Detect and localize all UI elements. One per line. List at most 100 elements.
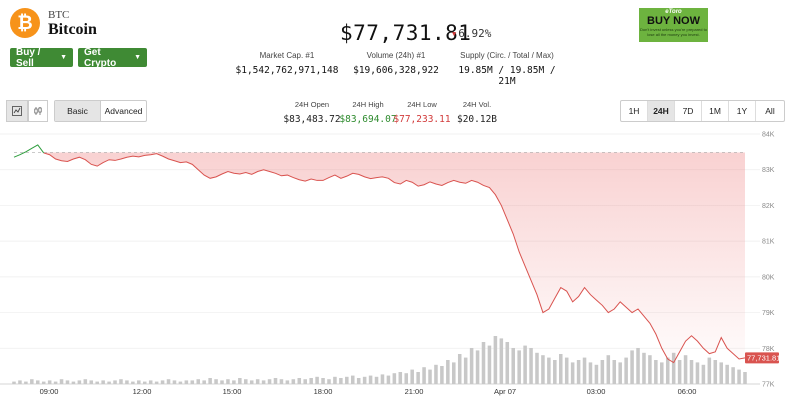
volume-bar xyxy=(208,378,212,384)
volume-bar xyxy=(725,364,729,384)
volume-bar xyxy=(30,379,34,384)
volume-bar xyxy=(71,381,76,384)
supply-value: 19.85M / 19.85M / 21M xyxy=(458,65,556,87)
chevron-down-icon: ▼ xyxy=(60,54,67,61)
volume-bar xyxy=(606,355,611,384)
volume-bar xyxy=(36,380,40,384)
volume-bar xyxy=(285,380,290,384)
volume-bar xyxy=(493,336,498,384)
get-crypto-button[interactable]: Get Crypto ▼ xyxy=(78,46,147,69)
price-chart[interactable]: 84K 83K 82K 81K 80K 79K 78K 77K 09:00 12:00 15:00… xyxy=(0,126,800,405)
volume-bar xyxy=(386,375,391,384)
volume-bar xyxy=(410,369,414,384)
basic-view-button[interactable]: Basic xyxy=(55,101,100,121)
volume-bar xyxy=(689,360,694,384)
volume-bar xyxy=(333,376,337,384)
ad-banner[interactable]: eToro BUY NOW Don't invest unless you're… xyxy=(639,8,708,42)
volume-bar xyxy=(481,342,486,384)
volume-bar xyxy=(380,374,385,384)
volume-bar xyxy=(309,378,313,384)
supply-label: Supply (Circ. / Total / Max) xyxy=(460,51,554,60)
line-chart-toggle[interactable] xyxy=(6,100,28,122)
volume-bar xyxy=(671,352,676,384)
volume-bar xyxy=(719,362,723,384)
buy-sell-button[interactable]: Buy / Sell ▼ xyxy=(10,47,73,69)
volume-bar xyxy=(446,360,450,384)
volume-bar xyxy=(65,380,70,384)
range-7d[interactable]: 7D xyxy=(675,101,702,121)
volume-bar xyxy=(107,381,111,384)
volume-bar xyxy=(612,360,617,384)
volume-bar xyxy=(154,381,159,384)
volume-bar xyxy=(624,357,628,384)
advanced-view-button[interactable]: Advanced xyxy=(100,101,146,121)
price-area-fill xyxy=(43,152,745,363)
volume-bar xyxy=(137,380,141,384)
candlestick-icon xyxy=(34,107,42,115)
time-range-selector: 1H 24H 7D 1M 1Y All xyxy=(620,100,785,122)
volume-bar xyxy=(475,350,480,384)
ad-disclaimer: Don't invest unless you're prepared to l… xyxy=(640,27,707,37)
vol-label: 24H Vol. xyxy=(462,100,492,109)
volume-bar xyxy=(398,372,403,384)
triangle-down-icon: ▼ xyxy=(452,30,457,38)
price-change: ▼ 6.92% xyxy=(452,27,491,40)
volume-bar xyxy=(166,379,171,384)
high-value: $83,694.07 xyxy=(339,114,397,125)
volume-bar xyxy=(178,381,183,384)
volume-bar xyxy=(731,367,735,384)
range-all[interactable]: All xyxy=(765,106,775,116)
volume-bar xyxy=(77,380,82,384)
volume-bar xyxy=(321,378,325,384)
volume-bar xyxy=(172,380,177,384)
volume-bar xyxy=(677,360,682,384)
volume-value: $19,606,328,922 xyxy=(353,65,439,76)
volume-bar xyxy=(547,357,551,384)
volume-bar xyxy=(505,342,510,384)
volume-bar xyxy=(160,380,165,384)
volume-bar xyxy=(255,379,260,384)
volume-bar xyxy=(83,379,88,384)
candlestick-toggle[interactable] xyxy=(28,100,48,122)
volume-bar xyxy=(701,364,706,384)
range-1m[interactable]: 1M xyxy=(702,101,729,121)
volume-bar xyxy=(12,381,16,384)
volume-bar xyxy=(142,381,147,384)
volume-bar xyxy=(18,380,22,384)
volume-bar xyxy=(214,379,218,384)
volume-bar xyxy=(59,379,64,384)
volume-bar xyxy=(594,364,599,384)
volume-bar xyxy=(469,348,474,384)
volume-bar xyxy=(576,360,581,384)
range-1y[interactable]: 1Y xyxy=(729,101,756,121)
stat-24h-high: 24H High $83,694.07 xyxy=(338,100,398,125)
volume-bar xyxy=(184,380,189,384)
price-change-value: 6.92% xyxy=(458,27,492,40)
volume-bar xyxy=(463,357,468,384)
last-price-badge-bg xyxy=(745,352,779,364)
chevron-down-icon: ▼ xyxy=(134,54,141,61)
volume-bar xyxy=(374,376,379,384)
line-chart-icon xyxy=(12,106,22,116)
get-crypto-label: Get Crypto xyxy=(84,46,117,69)
vol-value: $20.12B xyxy=(456,114,498,125)
volume-bar xyxy=(737,369,741,384)
volume-bar xyxy=(261,380,266,384)
volume-bar xyxy=(249,380,254,384)
volume-bar xyxy=(683,355,688,384)
volume-bar xyxy=(291,379,296,384)
y-axis: 84K 83K 82K 81K 80K 79K 78K 77K xyxy=(762,132,775,389)
volume-bar xyxy=(356,378,361,384)
range-24h[interactable]: 24H xyxy=(648,101,675,121)
volume-bar xyxy=(101,380,105,384)
volume-bar xyxy=(315,376,319,384)
volume-bar xyxy=(440,366,444,384)
volume-bar xyxy=(273,378,278,384)
range-1h[interactable]: 1H xyxy=(621,101,648,121)
volume-bar xyxy=(362,376,367,384)
volume-bar xyxy=(523,345,527,384)
y-tick-label: 77K xyxy=(762,382,775,389)
y-tick-label: 79K xyxy=(762,310,775,317)
x-tick-label: 06:00 xyxy=(678,387,697,396)
volume-bar xyxy=(368,375,373,384)
